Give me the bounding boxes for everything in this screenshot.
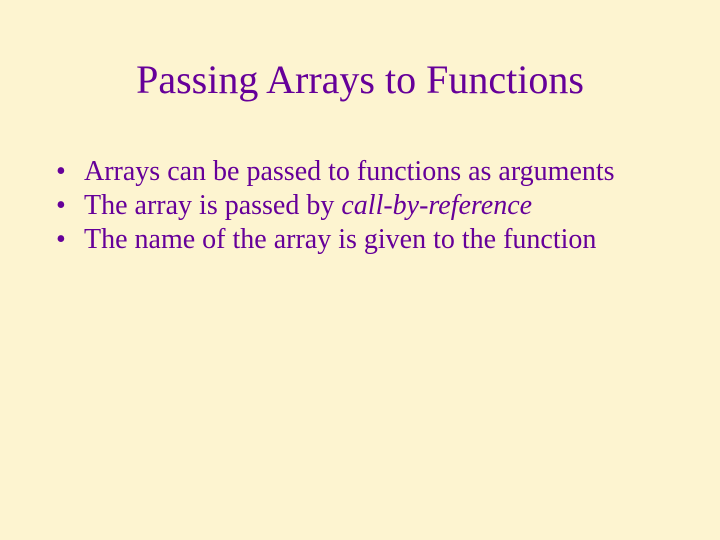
slide-title: Passing Arrays to Functions: [0, 0, 720, 111]
slide: Passing Arrays to Functions Arrays can b…: [0, 0, 720, 540]
bullet-list: Arrays can be passed to functions as arg…: [50, 155, 670, 257]
bullet-text-pre: The array is passed by: [84, 190, 341, 221]
slide-body: Arrays can be passed to functions as arg…: [0, 111, 720, 257]
bullet-item: The array is passed by call-by-reference: [50, 189, 670, 223]
bullet-text-italic: call-by-reference: [341, 190, 532, 221]
bullet-text-pre: The name of the array is given to the fu…: [84, 224, 596, 255]
bullet-item: The name of the array is given to the fu…: [50, 223, 670, 257]
bullet-item: Arrays can be passed to functions as arg…: [50, 155, 670, 189]
bullet-text-pre: Arrays can be passed to functions as arg…: [84, 156, 615, 187]
